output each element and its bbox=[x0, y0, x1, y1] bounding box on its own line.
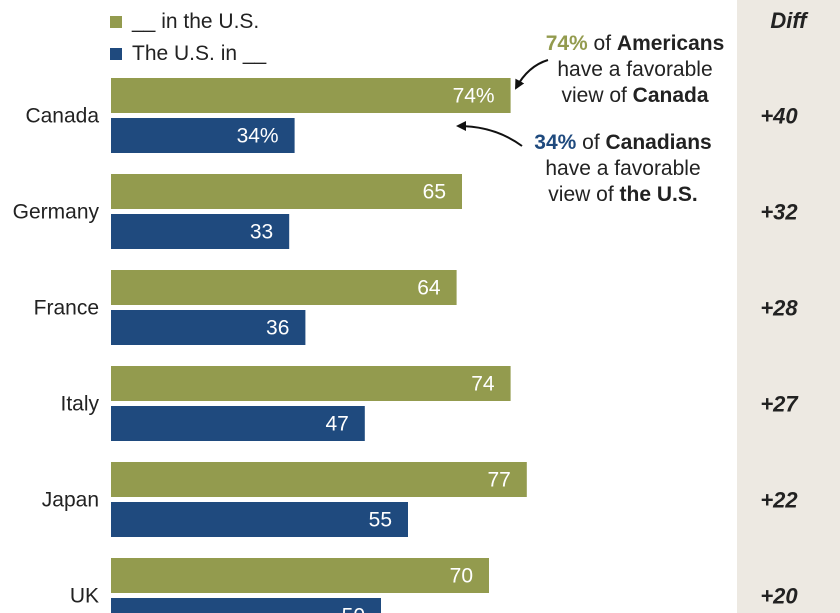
diff-value: +22 bbox=[760, 488, 798, 513]
bar-value-label: 55 bbox=[369, 509, 392, 532]
annotation-canadians: 34% of Canadians have a favorable view o… bbox=[508, 130, 738, 208]
bar-us-in bbox=[111, 598, 381, 613]
bar-us-in bbox=[111, 310, 306, 345]
bar-us-in bbox=[111, 118, 295, 153]
annotation-americans-pct: 74% bbox=[545, 32, 588, 55]
diff-column-band bbox=[737, 0, 840, 613]
bar-value-label: 77 bbox=[487, 469, 510, 492]
annotation-canadians-country: the U.S. bbox=[619, 183, 698, 206]
bar-in-us bbox=[111, 270, 457, 305]
bar-in-us bbox=[111, 462, 527, 497]
annotation-americans-bold: Americans bbox=[616, 32, 725, 55]
diff-value: +27 bbox=[760, 392, 799, 417]
annotation-americans: 74% of Americans have a favorable view o… bbox=[520, 31, 750, 109]
bar-value-label: 64 bbox=[417, 277, 441, 300]
bar-value-label: 47 bbox=[325, 413, 348, 436]
category-label: Germany bbox=[13, 201, 100, 224]
bar-value-label: 33 bbox=[250, 221, 273, 244]
bar-value-label: 36 bbox=[266, 317, 289, 340]
bar-value-label: 70 bbox=[450, 565, 473, 588]
annotation-americans-country: Canada bbox=[632, 84, 709, 107]
category-label: Canada bbox=[25, 105, 99, 128]
bar-value-label: 65 bbox=[423, 181, 446, 204]
bar-value-label: 50 bbox=[342, 605, 365, 613]
bar-value-label: 74 bbox=[471, 373, 495, 396]
annotation-canadians-of: of bbox=[576, 131, 606, 154]
annotation-arrow-americans bbox=[515, 59, 549, 90]
bar-in-us bbox=[111, 78, 511, 113]
bar-value-label: 34% bbox=[237, 125, 279, 148]
legend-label-us-in: The U.S. in __ bbox=[132, 42, 267, 65]
diff-value: +40 bbox=[760, 104, 798, 129]
category-label: France bbox=[34, 297, 99, 320]
annotation-canadians-line2: have a favorable bbox=[545, 157, 701, 180]
diff-value: +20 bbox=[760, 584, 798, 609]
legend-swatch-us-in bbox=[110, 48, 122, 60]
bar-us-in bbox=[111, 214, 290, 249]
annotation-arrow-canadians bbox=[456, 121, 523, 147]
legend-item-in-us: __ in the U.S. bbox=[110, 10, 259, 34]
legend-label-in-us: __ in the U.S. bbox=[132, 10, 260, 33]
bar-in-us bbox=[111, 366, 511, 401]
annotation-americans-line2: have a favorable bbox=[557, 58, 713, 81]
annotation-canadians-pct: 34% bbox=[534, 131, 577, 154]
diff-value: +28 bbox=[760, 296, 798, 321]
bar-us-in bbox=[111, 502, 408, 537]
category-label: Japan bbox=[42, 489, 99, 512]
annotation-canadians-bold: Canadians bbox=[605, 131, 712, 154]
legend-swatch-in-us bbox=[110, 16, 122, 28]
category-label: UK bbox=[70, 585, 99, 608]
annotation-americans-viewof: view of bbox=[561, 84, 633, 107]
annotation-canadians-viewof: view of bbox=[548, 183, 620, 206]
bar-in-us bbox=[111, 174, 462, 209]
diff-value: +32 bbox=[760, 200, 798, 225]
bar-in-us bbox=[111, 558, 489, 593]
bar-us-in bbox=[111, 406, 365, 441]
annotation-americans-of: of bbox=[587, 32, 617, 55]
diff-header: Diff bbox=[770, 8, 807, 33]
bar-value-label: 74% bbox=[453, 85, 495, 108]
category-label: Italy bbox=[60, 393, 99, 416]
legend-item-us-in: The U.S. in __ bbox=[110, 42, 266, 66]
